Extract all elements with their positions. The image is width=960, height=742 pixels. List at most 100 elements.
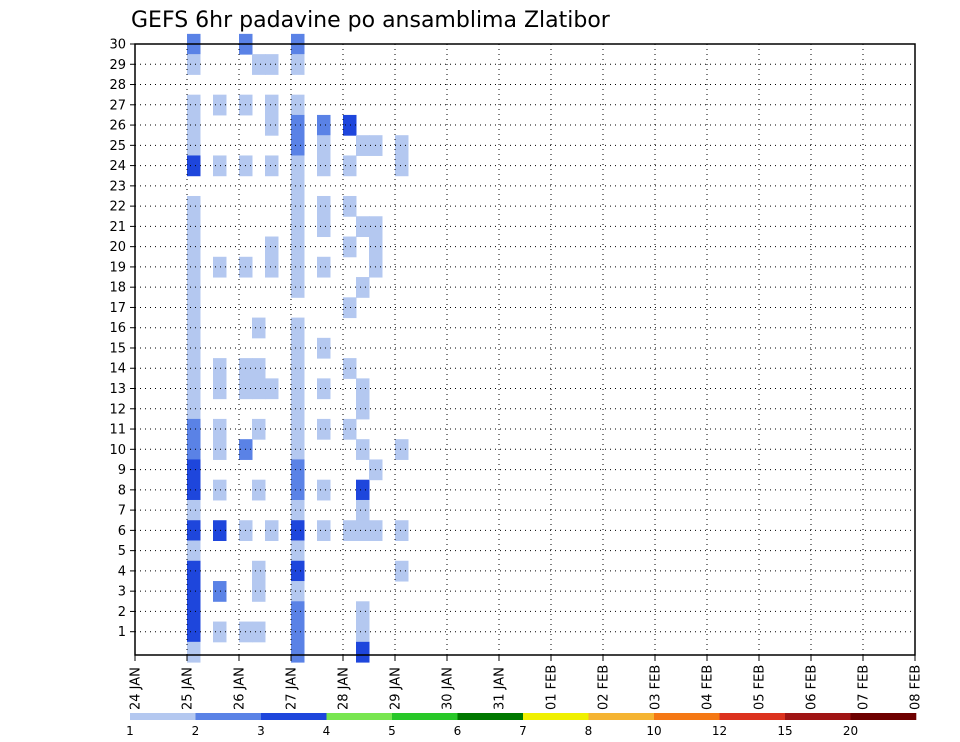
colorbar-label: 10 [646,724,661,738]
y-tick-label: 4 [118,564,126,579]
y-tick-label: 16 [109,321,126,336]
y-tick-label: 29 [109,58,126,73]
y-tick-label: 23 [109,179,126,194]
colorbar-swatch [261,713,327,720]
precip-cell [213,621,227,643]
x-tick-label: 24 JAN [129,667,144,710]
precip-cell [252,621,266,643]
precip-cell [291,195,305,217]
colorbar-swatch [392,713,458,720]
precip-cell [317,418,331,440]
x-tick-label: 08 FEB [909,665,924,710]
colorbar-label: 4 [323,724,331,738]
precip-cell [213,378,227,400]
precip-cell [317,479,331,501]
precip-cell [291,540,305,562]
precip-cell [213,418,227,440]
precip-cell [343,297,357,319]
precip-cell [187,135,201,156]
y-tick-label: 18 [109,281,126,296]
precip-cell [395,439,409,460]
colorbar-swatch [850,713,917,720]
y-tick-label: 6 [118,524,126,539]
x-tick-label: 03 FEB [649,665,664,710]
y-tick-label: 24 [109,159,126,174]
precip-cell [291,601,305,623]
precip-cell [356,641,370,663]
precip-cell [187,236,201,258]
precip-cell [213,256,227,278]
precip-cell [265,256,279,278]
y-tick-label: 25 [109,139,126,154]
precip-cell [356,499,370,521]
colorbar-swatch [654,713,720,720]
precip-cell [291,155,305,177]
precip-cell [291,94,305,116]
y-axis: 1234567891011121314151617181920212223242… [109,38,135,640]
precip-cell [343,358,357,379]
x-tick-label: 25 JAN [181,667,196,710]
y-tick-label: 10 [109,443,126,458]
precip-cell [356,216,370,238]
precip-cell [356,439,370,460]
precip-cell [291,317,305,339]
y-tick-label: 27 [109,98,126,113]
precip-cell [317,378,331,400]
x-tick-label: 28 JAN [337,667,352,710]
precip-cell [343,236,357,258]
chart-title: GEFS 6hr padavine po ansamblima Zlatibor [131,8,611,33]
precip-cell [265,520,279,542]
y-tick-label: 28 [109,78,126,93]
heatmap-cells [187,33,409,663]
y-tick-label: 8 [118,483,126,498]
precip-cell [265,155,279,177]
precip-cell [187,297,201,319]
colorbar-swatch [523,713,589,720]
x-tick-label: 07 FEB [857,665,872,710]
precip-cell [291,256,305,278]
y-tick-label: 14 [109,362,126,377]
precip-cell [317,256,331,278]
colorbar-swatch [326,713,393,720]
precip-cell [356,135,370,156]
precip-cell [187,378,201,400]
precip-cell [187,94,201,116]
x-tick-label: 01 FEB [545,665,560,710]
x-tick-label: 26 JAN [233,667,248,710]
precip-cell [265,94,279,116]
precip-cell [356,601,370,623]
precip-cell [291,277,305,298]
precip-cell [265,236,279,258]
precip-cell [187,277,201,298]
precip-cell [317,216,331,238]
x-tick-label: 02 FEB [597,665,612,710]
precip-cell [265,114,279,136]
precip-cell [187,560,201,582]
colorbar-label: 20 [843,724,858,738]
colorbar-swatch [785,713,851,720]
precip-cell [187,540,201,562]
precip-cell [395,560,409,582]
precip-cell [213,479,227,501]
y-tick-label: 13 [109,382,126,397]
precip-cell [317,520,331,542]
precip-cell [291,54,305,75]
precip-cell [187,337,201,359]
precip-cell [213,439,227,460]
precip-cell [343,114,357,136]
x-tick-label: 31 JAN [493,667,508,710]
precip-cell [187,459,201,481]
colorbar-label: 8 [585,724,593,738]
precip-cell [291,378,305,400]
precip-cell [265,378,279,400]
precip-cell [343,418,357,440]
y-tick-label: 11 [109,423,126,438]
precip-cell [187,358,201,379]
precip-cell [395,135,409,156]
precip-cell [213,520,227,542]
precip-cell [265,54,279,75]
precip-cell [187,317,201,339]
precip-cell [252,581,266,602]
y-tick-label: 21 [109,220,126,235]
y-tick-label: 20 [109,240,126,255]
